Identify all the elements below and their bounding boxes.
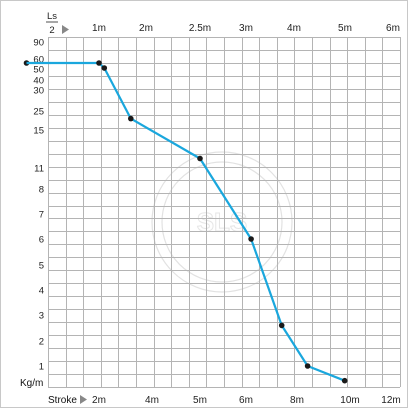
left-tick-label: 30 (33, 86, 44, 97)
bottom-tick-label: 4m (145, 395, 159, 406)
top-tick-label: 1m (92, 23, 106, 34)
series (23, 60, 348, 384)
bottom-tick-label: 5m (193, 395, 207, 406)
left-tick-label: 4 (39, 286, 44, 297)
bottom-axis-ticks: 2m 4m 5m 6m 8m 10m 12m (92, 395, 401, 406)
data-point (128, 115, 134, 122)
bottom-axis-label-text: Stroke (48, 395, 77, 406)
top-tick-label: 2.5m (189, 23, 211, 34)
data-point (197, 155, 203, 162)
left-tick-label: 11 (34, 164, 44, 175)
top-tick-label: 2m (139, 23, 153, 34)
left-tick-label: 2 (39, 337, 44, 348)
left-tick-label: 40 (33, 76, 44, 87)
left-axis-unit: Kg/m (20, 378, 43, 389)
bottom-tick-label: 6m (239, 395, 253, 406)
bottom-tick-label: 12m (381, 395, 400, 406)
bottom-axis-label: Stroke (48, 395, 87, 406)
bottom-tick-label: 2m (92, 395, 106, 406)
grid (48, 37, 401, 388)
bottom-tick-label: 8m (290, 395, 304, 406)
top-arrow-icon (62, 25, 69, 34)
left-tick-label: 15 (33, 126, 44, 137)
left-tick-label: 3 (39, 311, 44, 322)
data-point (341, 377, 348, 384)
top-axis-ticks: 1m 2m 2.5m 3m 4m 5m 6m (92, 23, 400, 34)
top-tick-label: 5m (338, 23, 352, 34)
left-tick-label: 60 (33, 55, 44, 66)
top-axis-label: Ls 2 (46, 11, 69, 36)
data-point (278, 322, 285, 329)
left-tick-label: 5 (39, 261, 44, 272)
bottom-tick-label: 10m (340, 395, 359, 406)
left-tick-label: 8 (39, 185, 44, 196)
left-tick-label: 90 (33, 38, 44, 49)
top-axis-label-numerator: Ls (47, 11, 57, 22)
data-point (96, 60, 102, 66)
top-tick-label: 3m (239, 23, 253, 34)
left-tick-label: 50 (33, 65, 44, 76)
left-tick-label: 7 (39, 210, 44, 221)
data-point (304, 363, 311, 369)
left-tick-label: 25 (33, 107, 44, 118)
top-axis-label-denominator: 2 (49, 25, 54, 36)
left-tick-label: 1 (39, 362, 44, 373)
data-point (101, 65, 108, 71)
top-tick-label: 4m (287, 23, 301, 34)
data-point (248, 236, 254, 242)
bottom-arrow-icon (80, 395, 87, 404)
top-tick-label: 6m (386, 23, 400, 34)
left-tick-label: 6 (39, 235, 44, 246)
